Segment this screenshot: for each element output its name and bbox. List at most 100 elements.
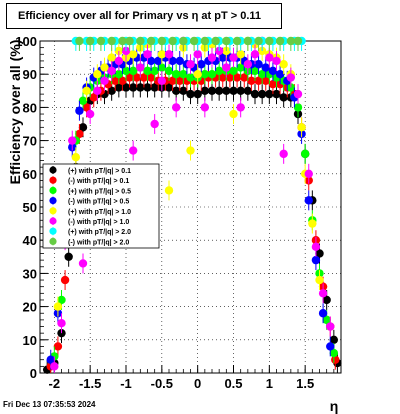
data-point <box>179 36 188 46</box>
data-point <box>82 103 91 112</box>
legend-label: (-) with pT/|q| > 2.0 <box>68 239 129 246</box>
data-point <box>107 86 116 96</box>
legend-marker <box>49 166 57 174</box>
legend-marker <box>49 237 57 245</box>
data-point <box>218 53 227 62</box>
data-point <box>168 76 177 86</box>
legend-label: (-) with pT/|q| > 0.1 <box>68 178 129 185</box>
data-point <box>93 70 102 79</box>
y-tick-label: 50 <box>23 200 37 215</box>
data-point <box>200 86 210 96</box>
legend-label: (+) with pT/|q| > 1.0 <box>68 209 131 216</box>
data-point <box>171 86 181 96</box>
data-point <box>222 36 231 46</box>
data-point <box>136 36 145 46</box>
data-point <box>154 56 163 66</box>
data-point <box>229 66 238 76</box>
y-tick-label: 100 <box>15 34 37 49</box>
timestamp: Fri Dec 13 07:35:53 2024 <box>3 400 96 409</box>
data-point <box>218 73 227 82</box>
legend-label: (+) with pT/|q| > 0.1 <box>68 168 131 175</box>
axes: -2 -1.5 -1 -0.5 0 0.5 1 1.5 0 10 20 30 40 50 60 70 80 90 1… <box>7 34 342 414</box>
y-tick-label: 90 <box>23 67 37 82</box>
data-point <box>164 66 174 76</box>
data-point <box>157 50 167 59</box>
data-point <box>164 186 174 195</box>
data-point <box>193 89 202 99</box>
data-point <box>132 73 141 82</box>
data-point <box>118 76 127 86</box>
data-point <box>261 63 270 72</box>
data-point <box>57 319 66 328</box>
data-point <box>232 73 242 82</box>
legend-marker <box>49 217 57 225</box>
data-point <box>265 36 274 46</box>
data-point <box>128 146 138 155</box>
data-point <box>107 66 116 76</box>
data-point <box>143 50 152 59</box>
data-point <box>136 63 145 72</box>
data-point <box>329 348 339 358</box>
legend-marker <box>49 207 57 215</box>
data-point <box>60 275 70 285</box>
y-tick-label: 60 <box>23 167 37 182</box>
y-tick-label: 40 <box>23 233 37 248</box>
data-point <box>179 70 188 79</box>
data-point <box>157 36 167 46</box>
legend-box <box>42 163 160 249</box>
data-point <box>286 83 296 92</box>
data-point <box>89 93 98 102</box>
data-point <box>257 70 267 79</box>
data-point <box>53 302 63 311</box>
x-tick-label: 1.5 <box>296 376 314 391</box>
data-point <box>214 86 224 96</box>
data-point <box>168 56 177 66</box>
data-point <box>240 73 249 82</box>
data-point <box>236 86 245 96</box>
data-point <box>186 146 195 155</box>
data-point <box>232 36 242 46</box>
data-point <box>186 60 195 69</box>
data-point <box>225 73 235 82</box>
data-point <box>114 70 124 79</box>
data-point <box>164 83 174 92</box>
data-point <box>311 242 321 252</box>
data-point <box>179 86 188 96</box>
legend-label: (-) with pT/|q| > 1.0 <box>68 219 129 226</box>
data-point <box>275 36 285 46</box>
data-point <box>189 36 199 46</box>
data-point <box>68 136 77 145</box>
data-point <box>286 73 296 82</box>
data-point <box>329 335 339 344</box>
data-point <box>254 36 263 46</box>
data-point <box>229 53 238 62</box>
data-point <box>236 103 245 112</box>
data-point <box>186 89 195 99</box>
legend-label: (+) with pT/|q| > 0.5 <box>68 188 131 195</box>
data-point <box>261 76 270 86</box>
data-point <box>222 86 231 96</box>
data-point <box>150 66 159 76</box>
data-point <box>85 36 95 46</box>
data-point <box>243 60 253 69</box>
data-point <box>164 50 174 59</box>
data-point <box>300 149 310 159</box>
legend: (+) with pT/|q| > 0.1 (-) with pT/|q| > 0… <box>42 163 160 249</box>
data-point <box>114 56 124 66</box>
y-tick-label: 30 <box>23 266 37 281</box>
data-point <box>46 355 55 364</box>
data-point <box>279 93 288 102</box>
data-point <box>53 342 63 351</box>
data-point <box>243 36 253 46</box>
data-point <box>272 89 281 99</box>
data-point <box>171 70 181 79</box>
data-point <box>315 275 324 285</box>
data-point <box>275 70 285 79</box>
data-point <box>111 76 120 86</box>
data-point <box>157 63 167 72</box>
data-point <box>293 89 303 99</box>
data-point <box>229 86 238 96</box>
data-point <box>128 50 138 59</box>
data-point <box>146 73 156 82</box>
